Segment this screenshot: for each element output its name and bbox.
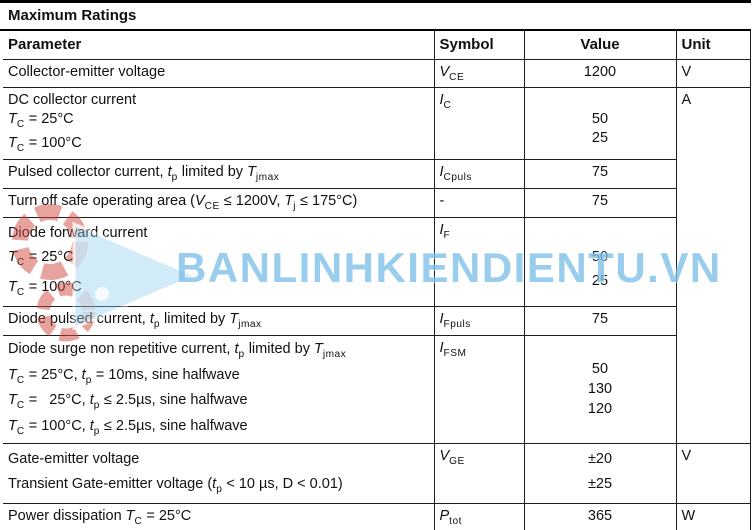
- max-ratings-table: Parameter Symbol Value Unit Collector-em…: [3, 31, 751, 530]
- value-cell: 50 25: [523, 217, 676, 307]
- symbol-cell: VCE: [433, 59, 524, 89]
- symbol-cell: IF: [433, 217, 524, 307]
- symbol-cell: IFpuls: [433, 306, 524, 336]
- unit-cell: A: [675, 87, 751, 445]
- table-title: Maximum Ratings: [0, 0, 751, 31]
- unit-cell: V: [675, 59, 751, 89]
- symbol-cell: IC: [433, 87, 524, 161]
- value-cell: 75: [523, 306, 676, 336]
- parameter-cell: Gate-emitter voltage Transient Gate-emitt…: [3, 443, 434, 505]
- parameter-cell: Diode pulsed current, tp limited by Tjma…: [3, 306, 434, 336]
- symbol-cell: IFSM: [433, 335, 524, 445]
- table-row: Power dissipation TC = 25°C Ptot 365 W: [3, 503, 751, 530]
- parameter-cell: DC collector current TC = 25°C TC = 100°C: [3, 87, 434, 161]
- col-header-unit: Unit: [675, 31, 751, 60]
- col-header-value: Value: [523, 31, 676, 60]
- symbol-cell: ICpuls: [433, 159, 524, 190]
- table-row: Diode surge non repetitive current, tp l…: [3, 335, 750, 445]
- symbol-cell: VGE: [433, 443, 524, 505]
- value-cell: 365: [523, 503, 676, 530]
- table-row: Collector-emitter voltage VCE 1200 V: [3, 59, 751, 89]
- header-row: Parameter Symbol Value Unit: [3, 31, 751, 60]
- col-header-parameter: Parameter: [3, 31, 434, 60]
- table-row: Pulsed collector current, tp limited by …: [3, 159, 750, 190]
- parameter-cell: Diode surge non repetitive current, tp l…: [3, 335, 434, 445]
- parameter-cell: Pulsed collector current, tp limited by …: [3, 159, 434, 190]
- col-header-symbol: Symbol: [433, 31, 524, 60]
- value-cell: 50 130 120: [523, 335, 676, 445]
- table-row: DC collector current TC = 25°C TC = 100°C I…: [3, 87, 751, 445]
- parameter-cell: Turn off safe operating area (VCE ≤ 1200…: [3, 188, 434, 218]
- table-row: Gate-emitter voltage Transient Gate-emitt…: [3, 443, 751, 505]
- value-cell: 75: [523, 188, 676, 218]
- symbol-cell: -: [433, 188, 524, 218]
- unit-cell: W: [675, 503, 751, 530]
- value-cell: 50 25: [523, 87, 676, 161]
- value-cell: ±20 ±25: [523, 443, 676, 505]
- parameter-cell: Diode forward current TC = 25°C TC = 100°C: [3, 217, 434, 307]
- symbol-cell: Ptot: [433, 503, 524, 530]
- table-row: Diode forward current TC = 25°C TC = 100°C…: [3, 217, 750, 307]
- table-row: Diode pulsed current, tp limited by Tjma…: [3, 306, 750, 336]
- parameter-cell: Power dissipation TC = 25°C: [3, 503, 434, 530]
- value-cell: 1200: [523, 59, 676, 89]
- unit-cell: V: [675, 443, 751, 505]
- table-row: Turn off safe operating area (VCE ≤ 1200…: [3, 188, 750, 218]
- value-cell: 75: [523, 159, 676, 190]
- parameter-cell: Collector-emitter voltage: [3, 59, 434, 89]
